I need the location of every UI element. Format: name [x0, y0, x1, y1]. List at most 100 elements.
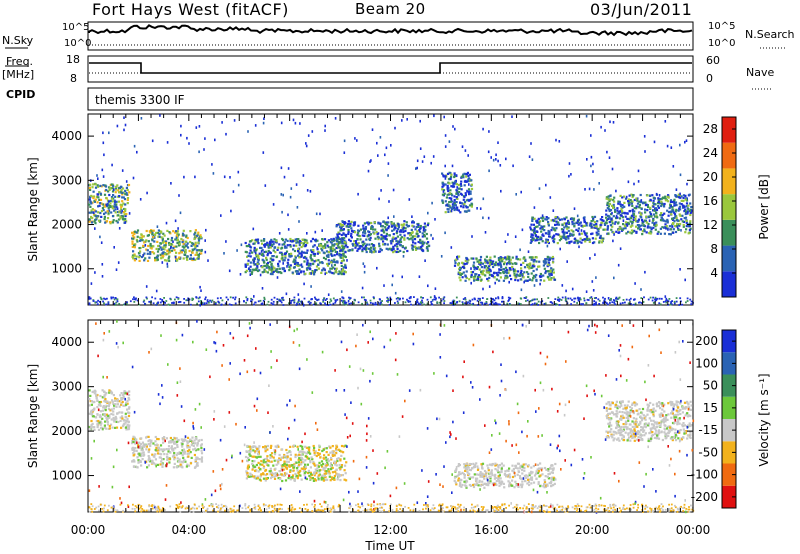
range-cell [402, 223, 406, 226]
range-cell [104, 211, 107, 214]
range-cell [108, 131, 110, 135]
range-cell [342, 272, 345, 275]
range-cell [333, 474, 336, 478]
range-cell [648, 232, 651, 235]
range-cell [568, 241, 571, 244]
range-cell [100, 298, 103, 300]
range-cell [615, 189, 617, 193]
range-cell [666, 221, 669, 224]
range-cell [531, 216, 534, 219]
range-cell [315, 472, 318, 475]
range-cell [266, 264, 269, 267]
range-cell [421, 242, 425, 245]
range-cell [119, 185, 123, 188]
range-cell [142, 244, 145, 247]
range-cell [99, 394, 102, 398]
range-cell [108, 188, 111, 191]
range-cell [180, 251, 183, 254]
range-cell [336, 260, 339, 263]
range-cell [589, 257, 591, 260]
range-cell [537, 265, 540, 268]
range-cell [621, 210, 624, 213]
range-cell [535, 268, 538, 271]
range-cell [527, 272, 530, 275]
range-cell [471, 271, 475, 274]
range-cell [341, 242, 344, 245]
range-cell [272, 203, 275, 206]
range-cell [541, 240, 544, 243]
range-cell [325, 254, 329, 257]
range-cell [583, 299, 586, 302]
range-cell [294, 255, 297, 258]
range-cell [473, 275, 477, 278]
range-cell [339, 271, 342, 274]
range-cell [660, 297, 663, 300]
range-cell [347, 228, 350, 232]
range-cell [256, 477, 259, 480]
range-cell [132, 459, 135, 462]
range-cell [675, 225, 678, 228]
range-cell [526, 271, 529, 274]
range-cell [225, 296, 228, 299]
range-cell [572, 233, 575, 236]
range-cell [168, 231, 171, 234]
range-cell [313, 252, 316, 256]
range-cell [684, 231, 687, 234]
range-cell [220, 214, 222, 217]
range-cell [193, 442, 196, 445]
range-cell [361, 244, 365, 247]
range-cell [216, 297, 219, 300]
range-cell [293, 262, 297, 265]
range-cell [274, 474, 277, 477]
range-cell [246, 298, 249, 300]
range-cell [548, 235, 551, 238]
range-cell [272, 270, 275, 273]
range-cell [390, 221, 393, 224]
range-cell [659, 232, 662, 235]
range-cell [552, 268, 555, 271]
range-cell [442, 184, 445, 187]
range-cell [668, 298, 671, 300]
range-cell [372, 251, 375, 254]
range-cell [104, 221, 107, 224]
range-cell [556, 303, 559, 306]
range-cell [304, 238, 307, 241]
range-cell [672, 228, 675, 231]
range-cell [261, 463, 264, 466]
range-cell [533, 228, 536, 231]
range-cell [268, 470, 271, 473]
range-cell [663, 232, 666, 235]
range-cell [352, 244, 355, 247]
range-cell [383, 221, 386, 224]
range-cell [376, 141, 378, 145]
range-cell [615, 296, 618, 299]
range-cell [111, 200, 114, 203]
range-cell [143, 252, 146, 255]
range-cell [199, 303, 201, 307]
range-cell [575, 228, 578, 231]
range-cell [102, 141, 105, 145]
range-cell [305, 257, 308, 260]
range-cell [176, 457, 179, 460]
range-cell [549, 301, 552, 303]
range-cell [273, 296, 276, 299]
range-cell [121, 425, 125, 428]
range-cell [453, 202, 456, 205]
range-cell [296, 445, 299, 448]
range-cell [551, 237, 554, 240]
range-cell [109, 222, 112, 225]
range-cell [111, 207, 114, 210]
range-cell [626, 224, 629, 227]
range-cell [160, 257, 163, 260]
range-cell [118, 411, 121, 414]
range-cell [140, 452, 143, 455]
range-cell [94, 183, 97, 186]
range-cell [553, 238, 556, 241]
range-cell [630, 303, 632, 305]
range-cell [290, 301, 292, 304]
range-cell [619, 205, 623, 208]
range-cell [639, 200, 642, 204]
range-cell [538, 223, 541, 226]
range-cell [674, 201, 678, 204]
range-cell [99, 198, 103, 201]
